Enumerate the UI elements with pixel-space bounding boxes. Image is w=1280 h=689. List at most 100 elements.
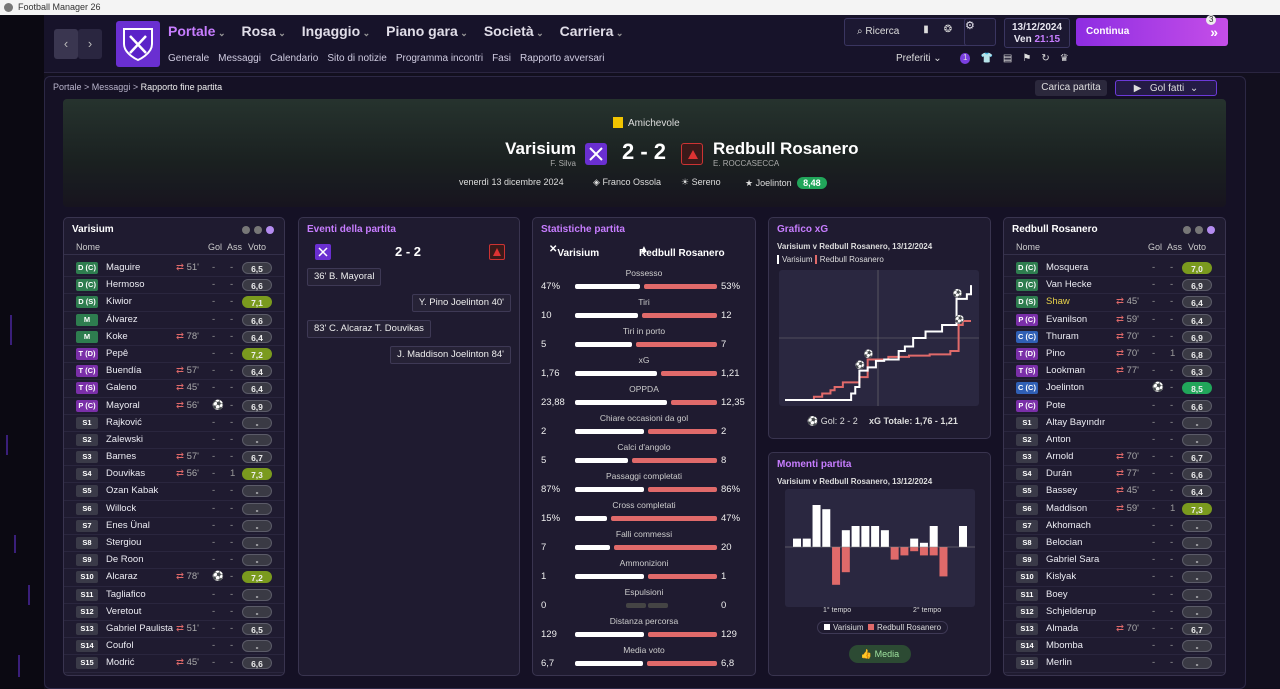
table-row[interactable]: S11 Boey - - - xyxy=(1004,587,1225,604)
table-row[interactable]: S14 Mbomba - - - xyxy=(1004,638,1225,656)
player-name[interactable]: Altay Bayındır xyxy=(1046,416,1106,428)
table-row[interactable]: D (S) Shaw ⇄ 45' - -6,4 xyxy=(1004,294,1225,312)
event-item[interactable]: Y. Pino Joelinton 40' xyxy=(411,294,511,312)
carica-partita-button[interactable]: Carica partita xyxy=(1035,80,1107,96)
col-voto[interactable]: Voto xyxy=(248,242,267,252)
table-row[interactable]: S2 Zalewski - - - xyxy=(64,432,284,450)
player-name[interactable]: Shaw xyxy=(1046,296,1070,308)
event-item[interactable]: J. Maddison Joelinton 84' xyxy=(390,346,511,364)
table-row[interactable]: S4 Durán ⇄ 77' - -6,6 xyxy=(1004,466,1225,484)
table-row[interactable]: S15 Merlin - - - xyxy=(1004,655,1225,673)
table-row[interactable]: T (S) Lookman ⇄ 77' - -6,3 xyxy=(1004,363,1225,381)
table-row[interactable]: T (D) Pepê - -7,2 xyxy=(64,346,284,364)
nav-ingaggio[interactable]: Ingaggio xyxy=(302,23,370,39)
table-row[interactable]: S10 Kislyak - - - xyxy=(1004,569,1225,587)
player-name[interactable]: Kislyak xyxy=(1046,571,1077,583)
table-row[interactable]: S5 Bassey ⇄ 45' - -6,4 xyxy=(1004,483,1225,501)
refresh-icon[interactable]: ↻ xyxy=(1041,53,1050,64)
player-of-the-match[interactable]: ★ Joelinton 8,48 xyxy=(745,177,827,189)
bookmark-icon[interactable]: ▮ xyxy=(923,24,929,35)
table-row[interactable]: D (C) Hermoso - -6,6 xyxy=(64,277,284,295)
table-row[interactable]: S8 Belocian - - - xyxy=(1004,535,1225,553)
player-name[interactable]: Koke xyxy=(106,330,128,342)
player-name[interactable]: Gabriel Paulista xyxy=(106,622,174,634)
player-name[interactable]: Evanilson xyxy=(1046,313,1088,325)
player-name[interactable]: Maddison xyxy=(1046,502,1088,514)
table-row[interactable]: S10 Alcaraz ⇄ 78' ⚽ -7,2 xyxy=(64,569,284,587)
player-name[interactable]: Gabriel Sara xyxy=(1046,554,1100,566)
date-display[interactable]: 13/12/2024 Ven 21:15 xyxy=(1004,18,1070,48)
player-name[interactable]: Merlin xyxy=(1046,657,1072,669)
nav-carriera[interactable]: Carriera xyxy=(560,23,624,39)
shirt-icon[interactable]: 👕 xyxy=(980,53,993,64)
player-name[interactable]: Belocian xyxy=(1046,537,1083,548)
trophy-icon[interactable]: ♛ xyxy=(1059,53,1069,64)
table-row[interactable]: S12 Veretout - - - xyxy=(64,604,284,621)
player-name[interactable]: Mayoral xyxy=(106,399,140,411)
nav-piano-gara[interactable]: Piano gara xyxy=(386,23,468,39)
player-name[interactable]: Maguire xyxy=(106,262,141,273)
preferiti-dropdown[interactable]: Preferiti ⌄ xyxy=(896,53,942,64)
brain-icon[interactable]: ❂ xyxy=(943,24,953,35)
player-name[interactable]: Lookman xyxy=(1046,365,1086,377)
player-name[interactable]: Douvikas xyxy=(106,468,146,480)
table-row[interactable]: C (C) Thuram ⇄ 70' - -6,9 xyxy=(1004,329,1225,346)
player-name[interactable]: Ozan Kabak xyxy=(106,485,159,497)
subnav-item[interactable]: Messaggi xyxy=(218,53,261,64)
table-row[interactable]: S2 Anton - - - xyxy=(1004,432,1225,450)
table-row[interactable]: S8 Stergiou - - - xyxy=(64,535,284,553)
breadcrumb-messaggi[interactable]: Messaggi xyxy=(91,82,131,92)
gear-icon[interactable]: ⚙ xyxy=(965,20,975,32)
panel-page-dots[interactable] xyxy=(238,225,274,237)
away-coach[interactable]: E. ROCCASECCA xyxy=(713,159,780,168)
table-row[interactable]: D (C) Mosquera - -7,0 xyxy=(1004,260,1225,278)
notification-icon[interactable]: 1 xyxy=(960,53,971,64)
player-name[interactable]: Álvarez xyxy=(106,313,138,325)
player-name[interactable]: Coufol xyxy=(106,640,134,652)
subnav-item[interactable]: Sito di notizie xyxy=(327,53,387,64)
col-voto[interactable]: Voto xyxy=(1188,242,1207,252)
table-row[interactable]: S3 Arnold ⇄ 70' - -6,7 xyxy=(1004,449,1225,467)
table-row[interactable]: D (S) Kiwior - -7,1 xyxy=(64,294,284,312)
away-team-name[interactable]: Redbull Rosanero xyxy=(713,139,859,158)
event-item[interactable]: 83' C. Alcaraz T. Douvikas xyxy=(307,320,431,338)
table-row[interactable]: S11 Tagliafico - - - xyxy=(64,587,284,604)
player-name[interactable]: Mbomba xyxy=(1046,640,1083,652)
subnav-item[interactable]: Programma incontri xyxy=(395,53,484,64)
player-name[interactable]: Pote xyxy=(1046,399,1066,411)
search-button[interactable]: ⌕ Ricerca xyxy=(857,26,900,37)
table-row[interactable]: S13 Gabriel Paulista ⇄ 51' - -6,5 xyxy=(64,621,284,639)
player-name[interactable]: Van Hecke xyxy=(1046,279,1092,291)
player-name[interactable]: Anton xyxy=(1046,433,1071,445)
table-row[interactable]: S1 Altay Bayındır - - - xyxy=(1004,415,1225,432)
event-item[interactable]: 36' B. Mayoral xyxy=(307,268,382,286)
table-row[interactable]: S9 De Roon - - - xyxy=(64,552,284,570)
col-gol[interactable]: Gol xyxy=(1148,242,1163,252)
player-name[interactable]: Willock xyxy=(106,502,137,514)
col-gol[interactable]: Gol xyxy=(208,242,223,252)
player-name[interactable]: Buendía xyxy=(106,365,142,377)
table-row[interactable]: C (C) Joelinton ⚽ -8,5 xyxy=(1004,380,1225,398)
gol-fatti-dropdown[interactable]: ▶ Gol fatti ⌄ xyxy=(1115,80,1217,96)
subnav-item[interactable]: Generale xyxy=(168,53,210,64)
nav-rosa[interactable]: Rosa xyxy=(242,23,286,39)
player-name[interactable]: Boey xyxy=(1046,588,1068,600)
nav-società[interactable]: Società xyxy=(484,23,544,39)
col-ass[interactable]: Ass xyxy=(227,242,243,252)
table-row[interactable]: T (S) Galeno ⇄ 45' - -6,4 xyxy=(64,380,284,398)
subnav-item[interactable]: Calendario xyxy=(269,53,319,64)
table-row[interactable]: S7 Akhomach - - - xyxy=(1004,518,1225,535)
table-row[interactable]: S6 Maddison ⇄ 59' - 1 7,3 xyxy=(1004,501,1225,518)
breadcrumb-portale[interactable]: Portale xyxy=(53,82,82,92)
table-row[interactable]: S15 Modrić ⇄ 45' - -6,6 xyxy=(64,655,284,673)
nav-portale[interactable]: Portale xyxy=(168,23,226,39)
player-name[interactable]: Rajković xyxy=(106,416,142,428)
home-coach[interactable]: F. Silva xyxy=(550,159,576,168)
player-name[interactable]: Stergiou xyxy=(106,537,142,548)
col-name[interactable]: Nome xyxy=(1016,242,1041,252)
player-name[interactable]: Pino xyxy=(1046,347,1066,359)
panel-page-dots[interactable] xyxy=(1179,225,1215,237)
player-name[interactable]: Hermoso xyxy=(106,279,145,291)
match-referee[interactable]: ◈ Franco Ossola xyxy=(593,177,661,188)
player-name[interactable]: Joelinton xyxy=(1046,382,1085,394)
